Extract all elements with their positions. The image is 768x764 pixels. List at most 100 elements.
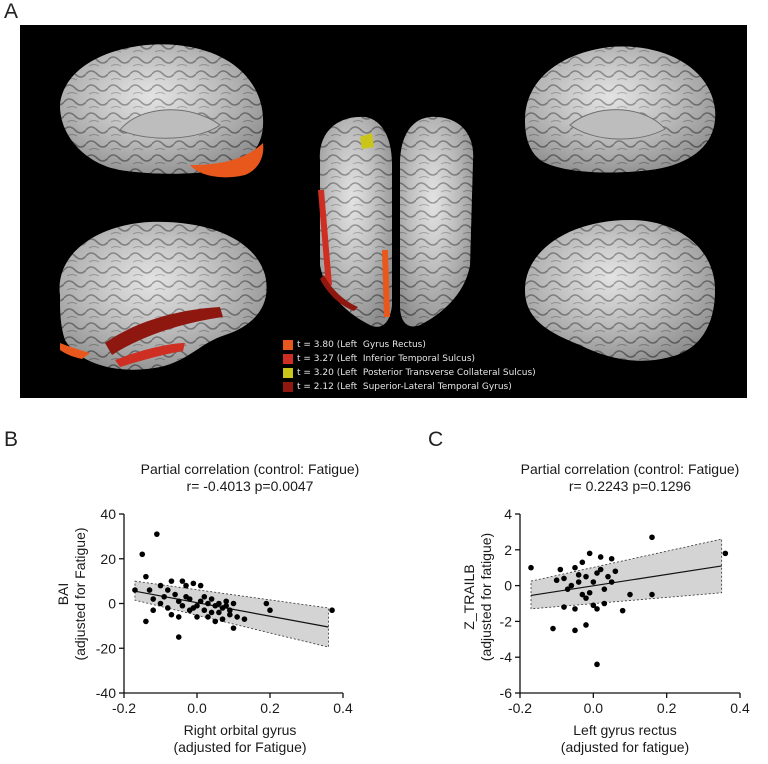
data-point bbox=[619, 607, 626, 614]
legend-item: t = 3.27 (Left Inferior Temporal Sulcus) bbox=[283, 352, 536, 366]
legend-item: t = 3.20 (Left Posterior Transverse Coll… bbox=[283, 366, 536, 380]
data-point bbox=[575, 572, 582, 578]
data-point bbox=[612, 568, 619, 575]
data-point bbox=[146, 587, 153, 593]
data-point bbox=[216, 600, 222, 607]
data-point bbox=[227, 607, 233, 614]
panel-a-letter: A bbox=[4, 0, 19, 23]
data-point bbox=[550, 625, 556, 632]
x-tick-label: 0.4 bbox=[730, 700, 750, 716]
data-point bbox=[201, 593, 208, 600]
ventral-view bbox=[318, 116, 474, 327]
data-point bbox=[175, 598, 182, 605]
data-point bbox=[175, 634, 182, 640]
data-point bbox=[157, 582, 164, 589]
y-tick-label: 40 bbox=[100, 506, 116, 522]
data-point bbox=[150, 596, 156, 602]
x-tick-label: -0.2 bbox=[112, 700, 136, 716]
data-point bbox=[329, 607, 335, 614]
y-tick-label: -20 bbox=[96, 640, 116, 656]
data-point bbox=[594, 606, 600, 612]
data-point bbox=[608, 555, 615, 562]
data-point bbox=[722, 550, 729, 557]
y-tick-label: -6 bbox=[500, 685, 513, 701]
data-point bbox=[627, 591, 633, 598]
data-point bbox=[205, 600, 211, 607]
panel-c-letter: C bbox=[428, 428, 444, 451]
data-point bbox=[263, 600, 270, 607]
data-point bbox=[572, 627, 578, 634]
data-point bbox=[608, 579, 615, 585]
brain-render-panel: t = 3.80 (Left Gyrus Rectus) t = 3.27 (L… bbox=[20, 25, 747, 398]
data-point bbox=[201, 607, 208, 614]
data-point bbox=[583, 573, 589, 580]
data-point bbox=[590, 602, 597, 609]
data-point bbox=[186, 596, 193, 602]
legend-label: t = 2.12 (Left Superior-Lateral Temporal… bbox=[297, 382, 512, 392]
legend-swatch bbox=[283, 382, 293, 392]
data-point bbox=[143, 573, 149, 580]
data-point bbox=[154, 531, 160, 537]
left-lateral-hemisphere bbox=[59, 221, 267, 370]
x-tick-label: 0.4 bbox=[333, 700, 353, 716]
data-point bbox=[605, 573, 611, 580]
data-point bbox=[586, 589, 593, 596]
data-point bbox=[579, 591, 586, 598]
data-point bbox=[223, 602, 229, 609]
data-point bbox=[579, 559, 586, 566]
data-point bbox=[197, 598, 204, 605]
data-point bbox=[179, 578, 186, 584]
data-point bbox=[165, 587, 171, 593]
data-point bbox=[205, 614, 211, 620]
right-medial-hemisphere bbox=[525, 46, 716, 173]
data-point bbox=[139, 551, 146, 558]
chart-title: Partial correlation (control: Fatigue) bbox=[140, 461, 360, 477]
legend-label: t = 3.80 (Left Gyrus Rectus) bbox=[297, 340, 426, 350]
data-point bbox=[528, 564, 534, 571]
y-tick-label: 4 bbox=[504, 506, 512, 522]
data-point bbox=[132, 587, 138, 593]
region-legend: t = 3.80 (Left Gyrus Rectus) t = 3.27 (L… bbox=[283, 338, 536, 394]
y-tick-label: 0 bbox=[108, 596, 116, 612]
data-point bbox=[143, 618, 149, 625]
data-point bbox=[183, 582, 189, 589]
data-point bbox=[150, 607, 156, 614]
data-point bbox=[572, 606, 578, 612]
data-point bbox=[590, 579, 597, 585]
data-point bbox=[190, 580, 197, 587]
chart-subtitle: r= -0.4013 p=0.0047 bbox=[186, 478, 314, 494]
data-point bbox=[165, 605, 171, 611]
legend-label: t = 3.20 (Left Posterior Transverse Coll… bbox=[297, 368, 536, 378]
legend-item: t = 3.80 (Left Gyrus Rectus) bbox=[283, 338, 536, 352]
data-point bbox=[208, 596, 215, 602]
data-point bbox=[594, 661, 600, 668]
left-medial-hemisphere bbox=[60, 44, 264, 178]
x-axis-label-line2: (adjusted for Fatigue) bbox=[173, 739, 307, 755]
data-point bbox=[561, 604, 567, 610]
data-point bbox=[168, 611, 175, 618]
data-point bbox=[223, 598, 229, 605]
data-point bbox=[564, 586, 571, 592]
legend-swatch bbox=[283, 340, 293, 350]
confidence-band bbox=[530, 538, 723, 610]
data-point bbox=[601, 600, 608, 607]
data-point bbox=[597, 554, 604, 560]
data-point bbox=[557, 566, 564, 573]
x-tick-label: 0.0 bbox=[187, 700, 207, 716]
x-tick-label: 0.2 bbox=[657, 700, 677, 716]
legend-swatch bbox=[283, 354, 293, 364]
y-tick-label: 0 bbox=[504, 578, 512, 594]
legend-item: t = 2.12 (Left Superior-Lateral Temporal… bbox=[283, 380, 536, 394]
x-tick-label: 0.2 bbox=[260, 700, 280, 716]
data-point bbox=[208, 609, 215, 616]
data-point bbox=[572, 564, 578, 571]
right-lateral-hemisphere bbox=[525, 220, 715, 361]
x-axis-label-line2: (adjusted for fatigue) bbox=[560, 739, 690, 755]
data-point bbox=[597, 566, 604, 573]
data-point bbox=[649, 534, 655, 541]
data-point bbox=[230, 625, 237, 631]
data-point bbox=[583, 595, 589, 601]
data-point bbox=[568, 582, 575, 589]
data-point bbox=[212, 618, 219, 625]
